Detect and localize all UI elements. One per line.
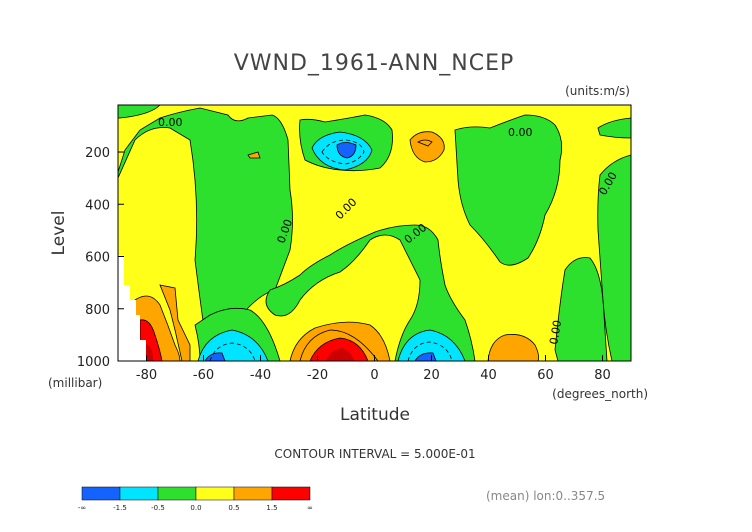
solid-contour-orange-upper (417, 139, 433, 147)
colorbar-swatch (157, 486, 197, 501)
x-tick-label: 0 (370, 368, 378, 383)
orange-north-surface (487, 334, 539, 362)
x-tick-label: 40 (480, 368, 497, 383)
colorbar-label: ∞ (307, 504, 313, 512)
blue-upper-core (336, 142, 357, 159)
colorbar-swatch (195, 486, 235, 501)
y-axis: 200 400 600 800 1000 (77, 146, 124, 370)
green-region-south (117, 107, 293, 336)
colorbar-label: -∞ (78, 504, 86, 512)
solid-contours (299, 139, 433, 362)
dashed-contour-lower-south (209, 342, 256, 362)
dashed-contour-lower-north (407, 341, 453, 362)
x-tick-label: -80 (136, 368, 157, 383)
green-region-north-lower (554, 257, 608, 362)
x-tick-label: 60 (537, 368, 554, 383)
missing-data-mask (118, 255, 146, 361)
colorbar-label: -1.5 (113, 504, 127, 512)
colorbar-label: 1.5 (266, 504, 277, 512)
colorbar-label: 0.0 (190, 504, 201, 512)
dashed-contour-upper (321, 139, 365, 165)
dashed-contours (209, 139, 453, 362)
x-axis: -80 -60 -40 -20 0 20 40 60 80 (136, 355, 611, 383)
contour-label: 0.00 (158, 116, 183, 129)
contour-label: 0.00 (508, 126, 533, 139)
y-axis-label: Level (49, 211, 69, 256)
units-label: (units:m/s) (565, 84, 630, 98)
x-tick-label: 20 (423, 368, 440, 383)
green-region-north (454, 114, 563, 266)
x-axis-units: (degrees_north) (552, 387, 648, 401)
colorbar-label: -0.5 (151, 504, 165, 512)
blue-lower-north-core (414, 352, 437, 362)
y-axis-units: (millibar) (48, 376, 102, 390)
blue-regions (204, 142, 437, 362)
x-tick-label: -60 (193, 368, 214, 383)
x-tick-label: -20 (307, 368, 328, 383)
chart-title: VWND_1961-ANN_NCEP (234, 51, 515, 76)
plot-area: 0.00 0.00 0.00 0.00 0.00 0.00 0.00 (117, 104, 632, 362)
colorbar-swatch (233, 486, 273, 501)
green-region-polar (597, 154, 632, 362)
contour-label: 0.00 (547, 319, 564, 345)
colorbar-swatch (81, 486, 121, 501)
y-tick-label: 800 (85, 303, 110, 318)
orange-small-left (247, 151, 261, 159)
y-tick-label: 200 (85, 146, 110, 161)
blue-lower-south-core (204, 352, 226, 362)
x-axis-label: Latitude (340, 405, 410, 425)
x-tick-label: 80 (594, 368, 611, 383)
x-tick-label: -40 (250, 368, 271, 383)
y-tick-label: 600 (85, 251, 110, 266)
cyan-lower-north (397, 329, 466, 362)
contour-interval-text: CONTOUR INTERVAL = 5.000E-01 (274, 447, 475, 461)
colorbar: -∞ -1.5 -0.5 0.0 0.5 1.5 ∞ (78, 486, 313, 512)
y-tick-label: 1000 (77, 355, 110, 370)
colorbar-swatch (119, 486, 159, 501)
deep-red-equatorial (326, 348, 354, 361)
mean-text: (mean) lon:0..357.5 (486, 489, 605, 503)
orange-upper-right (409, 131, 445, 163)
y-tick-label: 400 (85, 198, 110, 213)
colorbar-label: 0.5 (228, 504, 239, 512)
solid-contour-equatorial (299, 329, 379, 362)
colorbar-swatch (271, 486, 311, 501)
